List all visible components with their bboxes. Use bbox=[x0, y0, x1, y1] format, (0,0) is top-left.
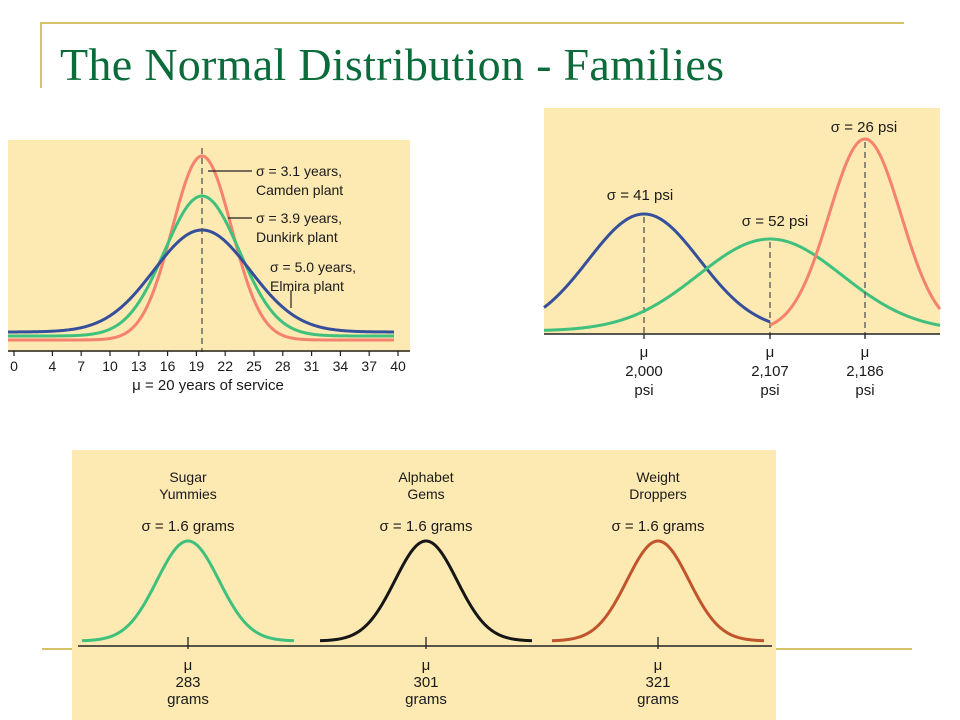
curve-black bbox=[319, 539, 533, 643]
product-name-label: Droppers bbox=[629, 486, 687, 502]
x-tick-label: 25 bbox=[246, 358, 262, 374]
mu-value-label: psi bbox=[634, 382, 653, 399]
curve-green bbox=[8, 194, 394, 338]
mu-value-label: 283 bbox=[175, 674, 200, 691]
chart-grams: Sugar Yummies σ = 1.6 grams μ 283 grams Alphab… bbox=[72, 450, 776, 720]
plant-label: Dunkirk plant bbox=[256, 229, 338, 245]
x-tick-label: 13 bbox=[131, 358, 147, 374]
chart-years-of-service: 0 4 7 10 13 16 19 22 25 28 31 34 37 40 μ = 20 years of… bbox=[8, 140, 410, 405]
sigma-label: σ = 3.9 years, bbox=[256, 210, 342, 226]
x-tick-label: 34 bbox=[333, 358, 349, 374]
sigma-label: σ = 3.1 years, bbox=[256, 163, 342, 179]
plant-label: Camden plant bbox=[256, 182, 343, 198]
x-tick-label: 4 bbox=[49, 358, 57, 374]
x-tick-label: 40 bbox=[390, 358, 406, 374]
curve-orange bbox=[769, 137, 942, 327]
mu-value-label: psi bbox=[855, 382, 874, 399]
sigma-label: σ = 41 psi bbox=[607, 187, 673, 204]
mu-value-label: grams bbox=[405, 691, 447, 708]
sigma-label: σ = 1.6 grams bbox=[379, 518, 472, 535]
sigma-label: σ = 5.0 years, bbox=[270, 259, 356, 275]
mu-value-label: 2,107 bbox=[751, 363, 789, 380]
mu-symbol: μ bbox=[184, 657, 193, 674]
mu-symbol: μ bbox=[766, 344, 775, 361]
product-name-label: Alphabet bbox=[398, 469, 453, 485]
mu-symbol: μ bbox=[422, 657, 431, 674]
x-tick-label: 16 bbox=[160, 358, 176, 374]
sigma-label: σ = 52 psi bbox=[742, 213, 808, 230]
mu-value-label: 301 bbox=[413, 674, 438, 691]
curve-green bbox=[81, 539, 295, 643]
product-name-label: Sugar bbox=[169, 469, 207, 485]
mu-symbol: μ bbox=[640, 344, 649, 361]
x-tick-label: 19 bbox=[189, 358, 205, 374]
mu-value-label: grams bbox=[637, 691, 679, 708]
mu-symbol: μ bbox=[654, 657, 663, 674]
sigma-label: σ = 1.6 grams bbox=[611, 518, 704, 535]
curve-orange bbox=[8, 154, 394, 342]
mu-value-label: 321 bbox=[645, 674, 670, 691]
product-name-label: Yummies bbox=[159, 486, 217, 502]
mu-value-label: 2,186 bbox=[846, 363, 884, 380]
x-tick-label: 31 bbox=[304, 358, 320, 374]
mu-value-label: 2,000 bbox=[625, 363, 663, 380]
mu-symbol: μ bbox=[861, 344, 870, 361]
x-tick-label: 7 bbox=[77, 358, 85, 374]
product-name-label: Weight bbox=[636, 469, 679, 485]
chart-years-svg: 0 4 7 10 13 16 19 22 25 28 31 34 37 40 μ = 20 years of… bbox=[8, 140, 410, 394]
frame-top-rule bbox=[40, 22, 904, 24]
plant-label: Elmira plant bbox=[270, 278, 344, 294]
curve-green bbox=[543, 237, 941, 332]
sigma-label: σ = 26 psi bbox=[831, 119, 897, 136]
curve-blue bbox=[543, 212, 771, 324]
x-tick-label: 22 bbox=[217, 358, 233, 374]
x-tick-label: 10 bbox=[102, 358, 118, 374]
chart-psi-svg: μ 2,000 psi μ 2,107 psi μ 2,186 psi σ = 41 psi σ =… bbox=[543, 108, 942, 399]
sigma-label: σ = 1.6 grams bbox=[141, 518, 234, 535]
product-name-label: Gems bbox=[407, 486, 444, 502]
x-axis-label: μ = 20 years of service bbox=[132, 377, 284, 394]
chart-psi: μ 2,000 psi μ 2,107 psi μ 2,186 psi σ = 41 psi σ =… bbox=[534, 102, 942, 410]
mu-value-label: psi bbox=[760, 382, 779, 399]
mu-value-label: grams bbox=[167, 691, 209, 708]
x-tick-label: 37 bbox=[361, 358, 377, 374]
frame-left-rule bbox=[40, 22, 42, 88]
x-tick-label: 28 bbox=[275, 358, 291, 374]
plot-background bbox=[72, 450, 776, 720]
x-tick-label: 0 bbox=[10, 358, 18, 374]
curve-rust bbox=[551, 539, 765, 643]
plot-background bbox=[8, 140, 410, 352]
slide-title: The Normal Distribution - Families bbox=[60, 39, 725, 90]
